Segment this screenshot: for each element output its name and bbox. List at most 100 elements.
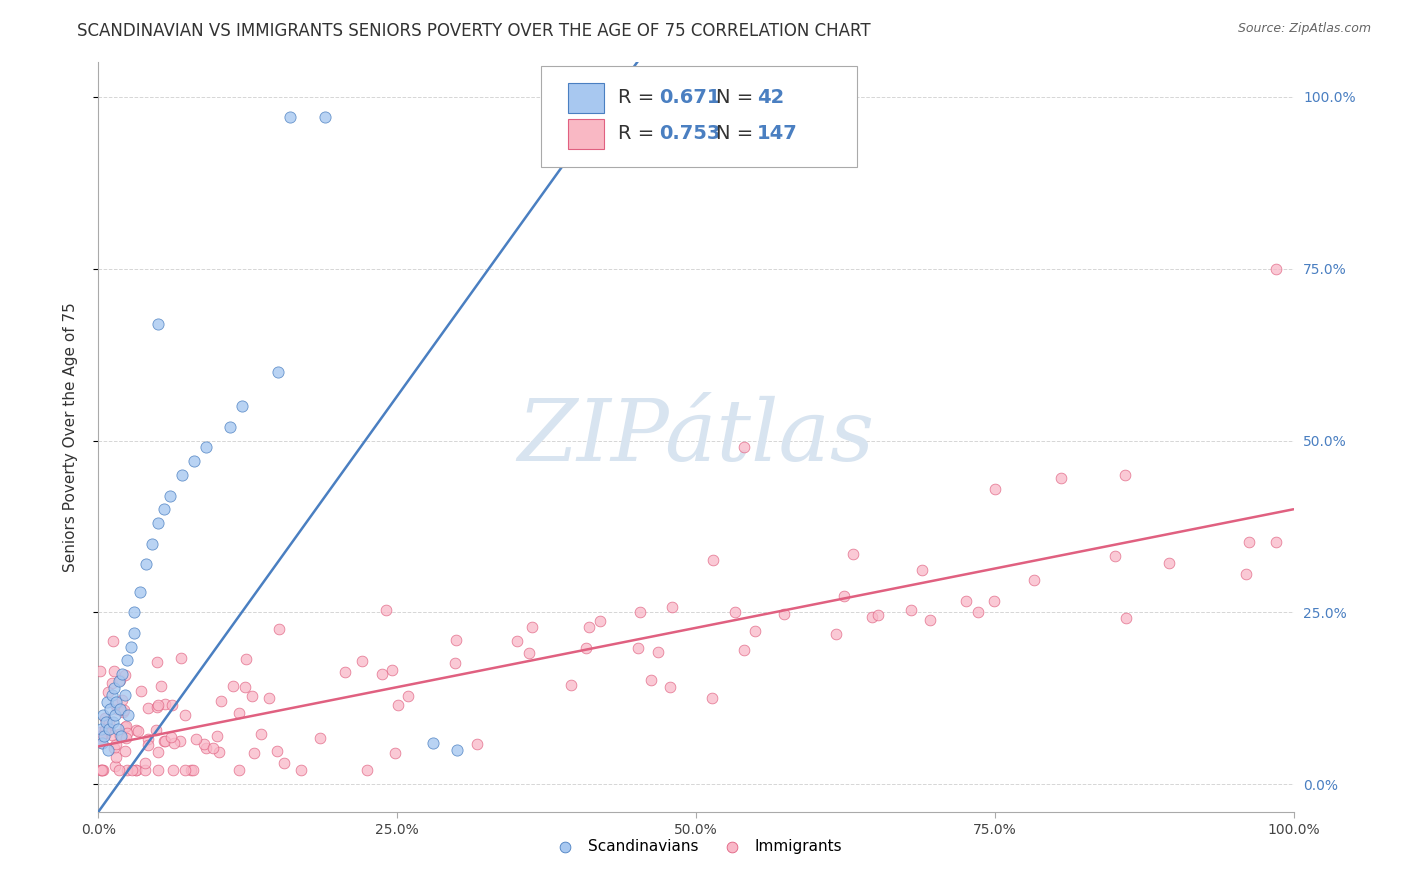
Text: ZIPátlas: ZIPátlas bbox=[517, 396, 875, 478]
Point bbox=[97, 743, 120, 757]
Point bbox=[104, 697, 127, 711]
Point bbox=[173, 764, 195, 778]
Point bbox=[589, 614, 612, 628]
Point bbox=[733, 643, 755, 657]
Point bbox=[387, 698, 409, 712]
Point bbox=[97, 720, 120, 734]
Point bbox=[273, 756, 295, 770]
Point bbox=[107, 674, 129, 689]
Point bbox=[183, 454, 205, 468]
Point bbox=[860, 609, 883, 624]
Point bbox=[257, 691, 280, 706]
Point bbox=[91, 736, 114, 750]
Point bbox=[146, 745, 169, 759]
Point bbox=[308, 731, 330, 745]
Point bbox=[110, 729, 132, 743]
Point bbox=[136, 731, 159, 746]
Text: 42: 42 bbox=[756, 88, 785, 107]
Point bbox=[174, 707, 197, 722]
Point bbox=[96, 695, 118, 709]
Point bbox=[98, 701, 122, 715]
Y-axis label: Seniors Poverty Over the Age of 75: Seniors Poverty Over the Age of 75 bbox=[63, 302, 77, 572]
Point bbox=[153, 734, 176, 748]
Point bbox=[108, 673, 131, 687]
Point bbox=[825, 627, 848, 641]
Point bbox=[125, 723, 148, 737]
Point bbox=[104, 759, 127, 773]
Point bbox=[103, 664, 125, 678]
Point bbox=[114, 731, 136, 746]
Point bbox=[141, 536, 163, 550]
Text: N =: N = bbox=[716, 88, 759, 107]
Text: 0.671: 0.671 bbox=[659, 88, 720, 107]
Point bbox=[114, 688, 136, 702]
Point bbox=[506, 634, 529, 648]
Point bbox=[267, 365, 290, 379]
Point bbox=[93, 726, 115, 740]
Point bbox=[911, 563, 934, 577]
Point bbox=[193, 738, 215, 752]
Point bbox=[163, 736, 186, 750]
Point bbox=[517, 646, 540, 660]
Point bbox=[134, 764, 156, 778]
Point bbox=[578, 620, 600, 634]
Point bbox=[169, 734, 191, 748]
Point bbox=[627, 640, 650, 655]
Point bbox=[136, 700, 159, 714]
Point bbox=[574, 640, 596, 655]
Point bbox=[90, 764, 112, 778]
Point bbox=[170, 650, 193, 665]
Point bbox=[149, 680, 172, 694]
Point bbox=[124, 606, 146, 620]
Point bbox=[107, 764, 129, 778]
Point bbox=[1104, 549, 1126, 563]
Point bbox=[733, 441, 755, 455]
Point bbox=[231, 399, 253, 413]
Point bbox=[180, 764, 202, 778]
Point bbox=[135, 558, 157, 572]
Point bbox=[115, 726, 138, 740]
Point bbox=[422, 736, 444, 750]
Point bbox=[266, 744, 288, 758]
Point bbox=[352, 654, 374, 668]
Point bbox=[659, 680, 682, 694]
Point bbox=[384, 746, 406, 760]
Point bbox=[90, 764, 112, 778]
Point bbox=[1234, 566, 1257, 581]
Point bbox=[129, 584, 152, 599]
Point bbox=[155, 697, 177, 711]
Point bbox=[93, 729, 115, 743]
Point bbox=[146, 698, 169, 712]
Point bbox=[125, 764, 148, 778]
Text: 0.753: 0.753 bbox=[659, 124, 720, 143]
Point bbox=[522, 620, 544, 634]
Point bbox=[108, 727, 131, 741]
Point bbox=[984, 482, 1007, 496]
Point bbox=[181, 764, 204, 778]
Point bbox=[290, 764, 312, 778]
Point bbox=[195, 741, 218, 756]
Point bbox=[661, 599, 683, 614]
Point bbox=[966, 605, 988, 619]
Point bbox=[700, 691, 723, 706]
Point bbox=[145, 723, 167, 737]
Point bbox=[560, 678, 582, 692]
Point bbox=[333, 665, 356, 680]
Point bbox=[98, 716, 121, 731]
Point bbox=[160, 698, 183, 713]
Point bbox=[195, 441, 218, 455]
Point bbox=[148, 764, 170, 778]
Point bbox=[115, 653, 138, 667]
Point bbox=[90, 723, 112, 737]
Point bbox=[702, 553, 724, 567]
Point bbox=[396, 689, 419, 703]
Point bbox=[146, 700, 169, 714]
Point bbox=[103, 681, 125, 695]
Point bbox=[381, 663, 404, 677]
Point bbox=[900, 603, 922, 617]
Point bbox=[160, 730, 183, 744]
Point bbox=[243, 746, 266, 760]
Point bbox=[640, 673, 662, 688]
Point bbox=[96, 723, 118, 737]
Point bbox=[228, 706, 250, 720]
